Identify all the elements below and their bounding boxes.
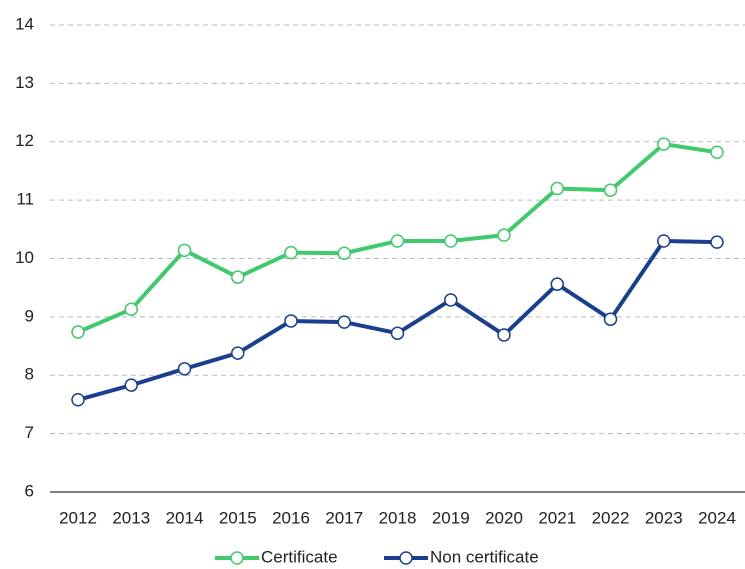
data-point	[657, 234, 671, 248]
y-tick-label: 10	[15, 248, 34, 267]
x-tick-label: 2022	[592, 508, 630, 527]
data-point	[177, 362, 192, 376]
x-tick-label: 2017	[325, 508, 363, 527]
x-tick-label: 2015	[219, 508, 257, 527]
y-tick-label: 9	[25, 306, 34, 325]
data-point	[231, 346, 245, 360]
x-tick-label: 2016	[272, 508, 310, 527]
legend-label: Certificate	[261, 547, 338, 566]
legend-marker	[230, 551, 244, 565]
x-tick-label: 2014	[166, 508, 204, 527]
data-point	[231, 270, 245, 284]
y-tick-label: 8	[25, 365, 34, 384]
data-point	[710, 235, 724, 249]
x-tick-label: 2021	[538, 508, 576, 527]
x-tick-label: 2020	[485, 508, 523, 527]
data-point	[603, 183, 618, 197]
data-point	[390, 326, 405, 340]
data-point	[71, 393, 85, 407]
data-point	[550, 277, 564, 291]
data-point	[603, 312, 618, 326]
x-tick-label: 2018	[379, 508, 417, 527]
data-point	[657, 137, 671, 151]
y-tick-label: 13	[15, 73, 34, 92]
data-point	[710, 145, 724, 160]
data-point	[390, 234, 405, 248]
data-point	[71, 325, 85, 339]
legend-label: Non certificate	[430, 547, 539, 566]
data-point	[337, 315, 351, 329]
data-point	[177, 243, 192, 258]
legend-marker	[399, 551, 413, 565]
x-tick-label: 2013	[112, 508, 150, 527]
y-tick-label: 12	[15, 131, 34, 150]
y-tick-label: 7	[25, 423, 34, 442]
data-point	[284, 314, 298, 328]
data-point	[497, 328, 511, 342]
y-tick-label: 11	[16, 190, 34, 209]
data-point	[550, 181, 564, 196]
data-point	[444, 234, 458, 248]
x-tick-label: 2019	[432, 508, 470, 527]
data-point	[444, 293, 458, 307]
data-point	[284, 245, 298, 260]
y-tick-label: 14	[15, 14, 34, 33]
x-tick-label: 2023	[645, 508, 683, 527]
data-point	[124, 378, 138, 392]
data-point	[124, 302, 138, 317]
x-tick-label: 2012	[59, 508, 97, 527]
x-tick-label: 2024	[698, 508, 736, 527]
data-point	[337, 246, 351, 260]
data-point	[497, 228, 511, 242]
y-tick-label: 6	[25, 481, 34, 500]
